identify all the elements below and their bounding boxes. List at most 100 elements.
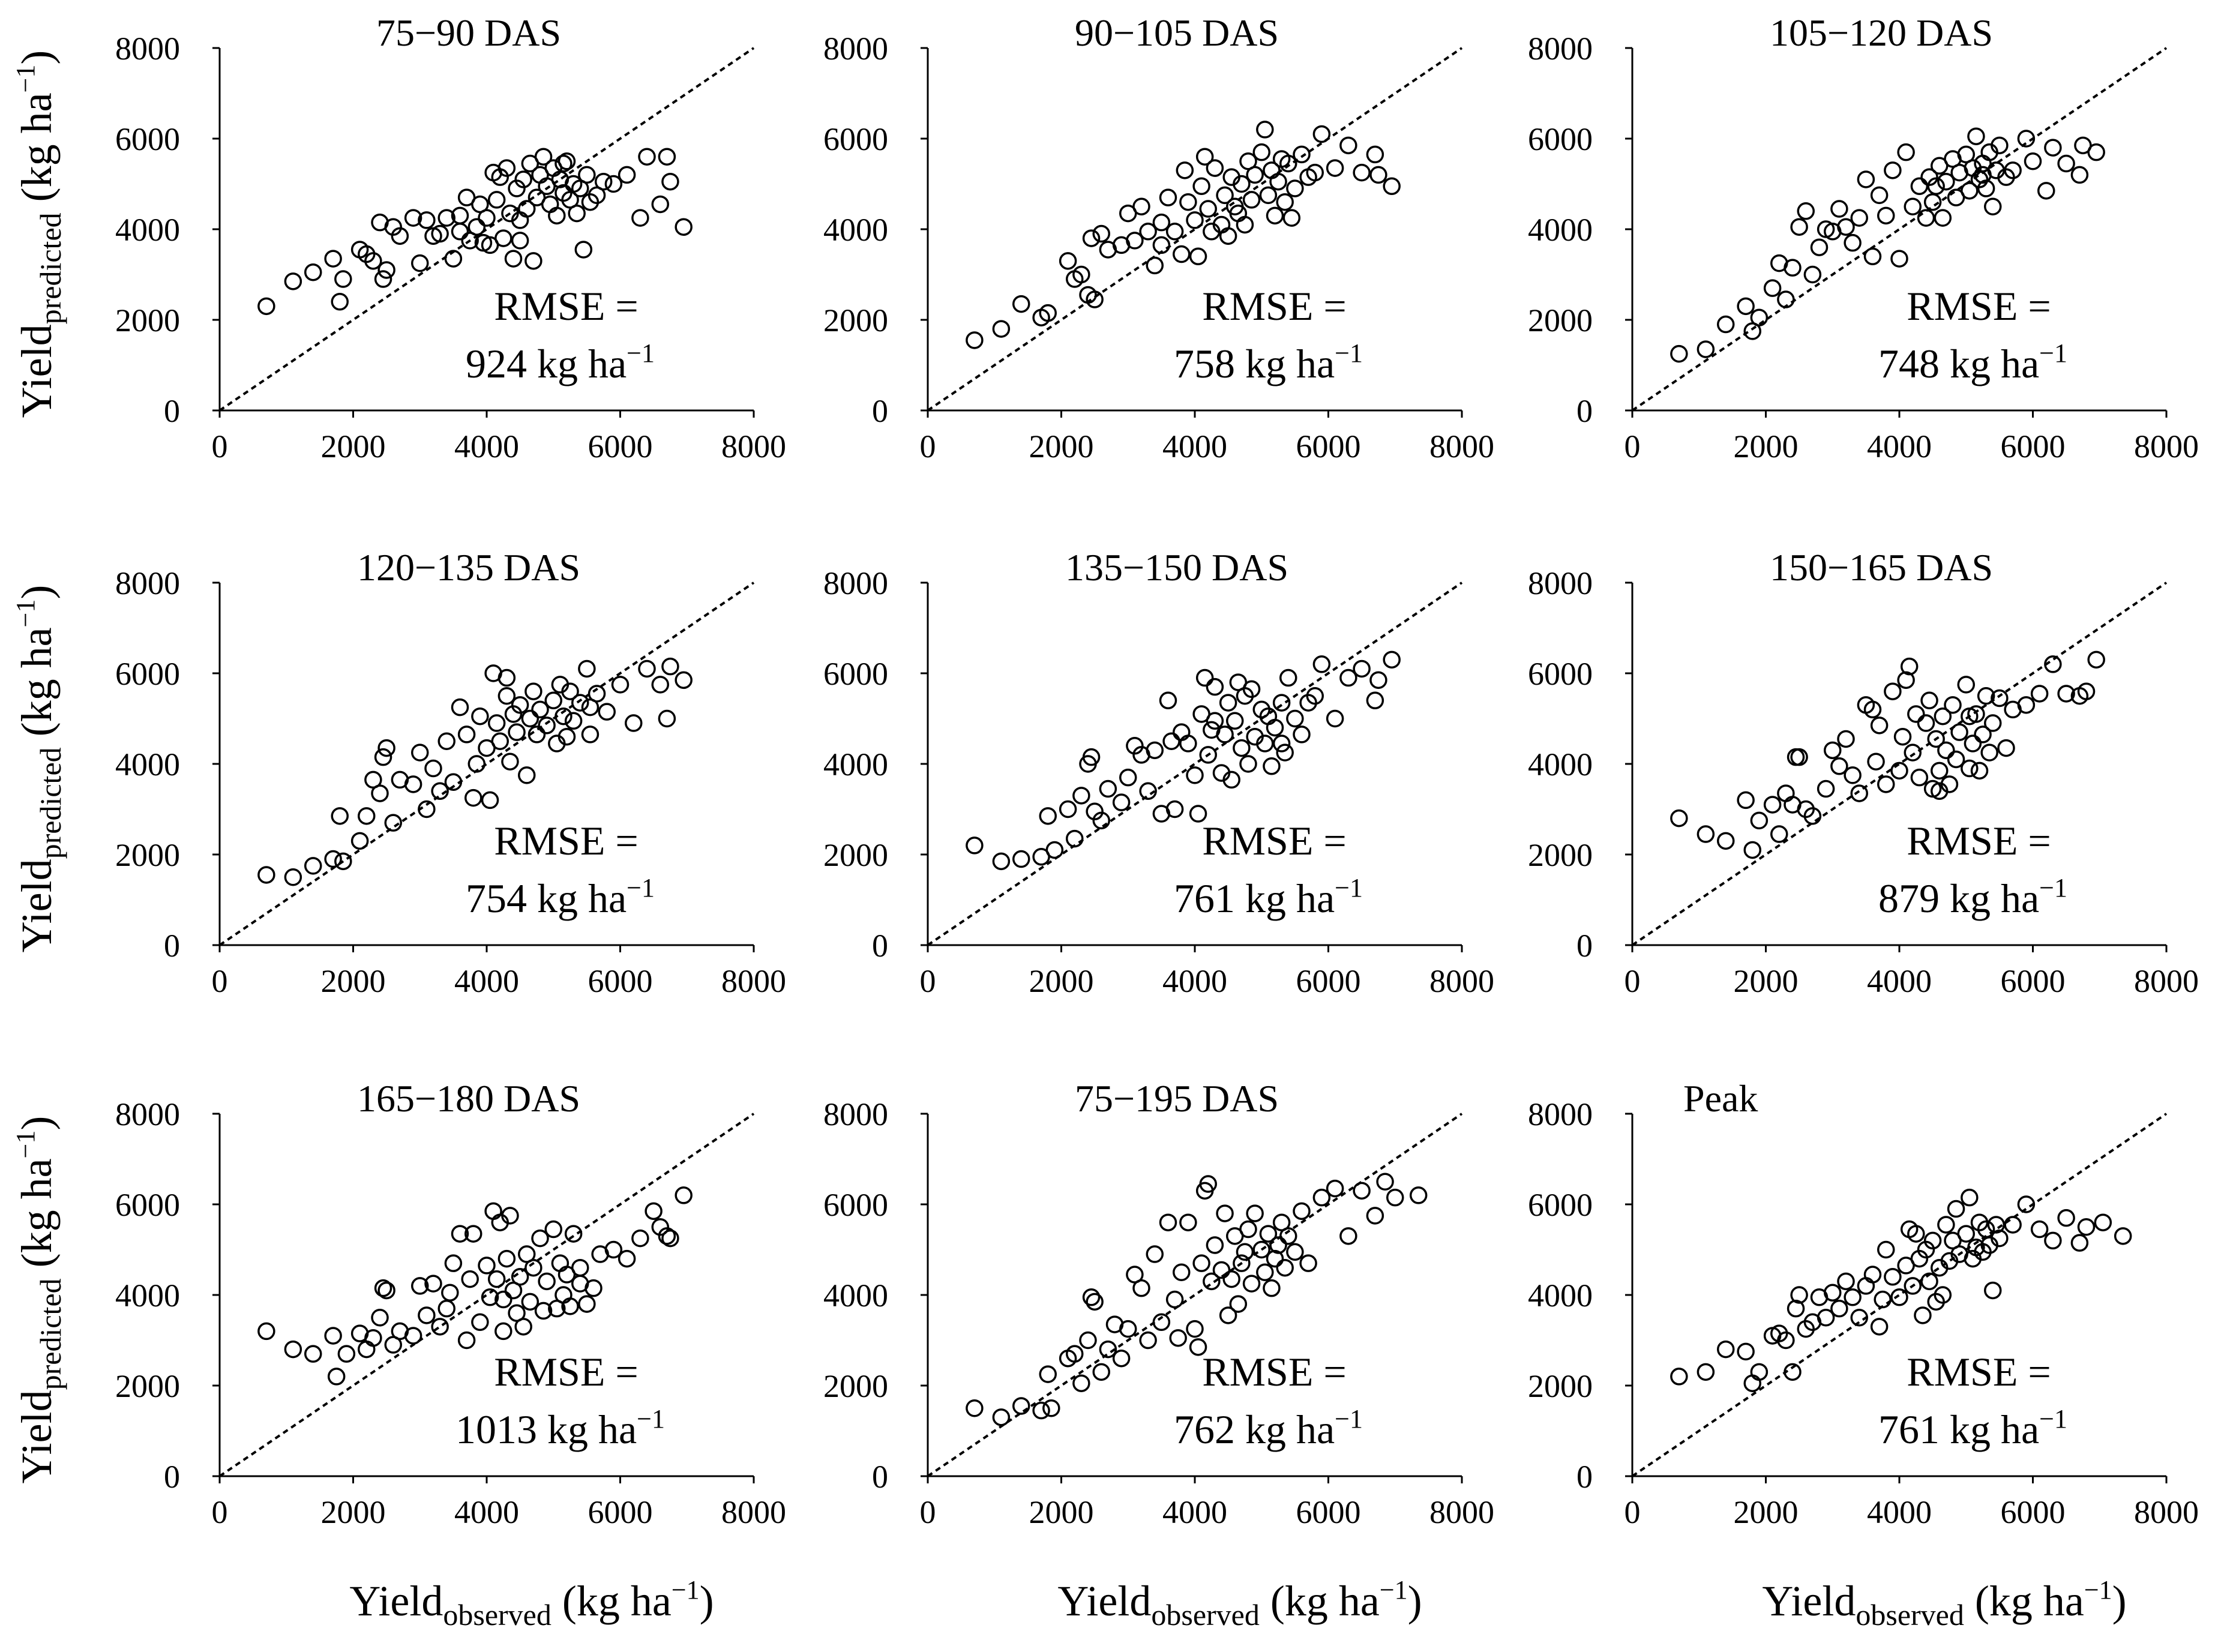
data-point [1206,677,1224,696]
data-point [371,784,389,802]
x-tick-label: 8000 [2134,963,2199,999]
rmse-label: RMSE = [1202,283,1347,329]
data-point [561,1297,579,1315]
data-point [2087,143,2105,161]
data-point [451,698,469,716]
data-point [1236,215,1254,234]
data-point [2004,1216,2022,1234]
data-point [1259,1225,1278,1243]
data-point [1824,1284,1842,1302]
data-point [1306,163,1324,182]
x-tick-label: 2000 [1734,428,1799,464]
data-point [1884,161,1902,179]
data-point [541,195,559,214]
rmse-value: 761 kg ha−1 [1878,1404,2067,1452]
data-point [1099,1340,1117,1359]
data-point [2057,1209,2075,1227]
rmse-label: RMSE = [1202,1349,1347,1395]
data-point [1790,218,1808,236]
data-point [1039,1365,1057,1383]
data-point [571,694,589,712]
data-point [497,159,516,177]
data-point [1824,741,1842,760]
data-point [558,152,576,170]
data-point [1797,202,1815,220]
data-point [1239,1220,1257,1239]
x-tick-label: 8000 [2134,1494,2199,1530]
y-tick-label: 4000 [115,746,180,782]
data-point [1286,1243,1304,1261]
data-point [1012,850,1030,868]
x-tick-label: 2000 [1029,963,1094,999]
data-point [304,263,322,281]
data-point [1810,238,1829,256]
rmse-label: RMSE = [494,818,639,864]
data-point [966,837,984,855]
data-point [1934,707,1952,725]
data-point [1970,761,1989,780]
data-point [1803,265,1822,284]
data-point [2017,1195,2036,1213]
y-tick-label: 8000 [1528,31,1593,67]
data-point [481,1288,499,1306]
one-to-one-line [218,47,755,412]
data-point [1256,1263,1274,1281]
data-point [1169,1329,1187,1347]
y-tick-label: 6000 [823,1187,888,1223]
data-point [2070,1234,2089,1252]
data-point [1743,1374,1761,1392]
data-point [658,148,676,166]
data-point [564,712,583,730]
data-point [1179,734,1197,752]
data-point [1877,206,1895,225]
data-point [1242,191,1261,209]
y-tick-label: 2000 [115,1368,180,1404]
data-point [1219,227,1237,245]
data-point [1186,1320,1204,1338]
y-tick-label: 0 [1576,928,1593,964]
y-tick-label: 4000 [1528,1278,1593,1314]
panel-title: 75−195 DAS [1075,1077,1279,1120]
data-point [457,1331,476,1350]
data-point [1233,739,1251,757]
x-tick-label: 0 [920,1494,936,1530]
data-point [1266,1249,1284,1268]
data-point [1830,200,1848,218]
data-point [1339,668,1357,687]
data-point [1383,650,1401,669]
one-to-one-line [927,47,1463,412]
data-point [1186,766,1204,784]
y-tick-label: 2000 [1528,837,1593,873]
y-tick-label: 0 [872,928,888,964]
data-point [324,1327,342,1345]
data-point [487,191,506,209]
data-point [574,241,593,259]
data-point [2087,650,2105,669]
data-point [1980,743,1998,761]
data-point [371,1309,389,1327]
data-point [1353,659,1371,678]
data-point [1082,748,1101,766]
x-tick-label: 4000 [454,428,519,464]
x-axis-title: Yieldobserved (kg ha−1) [1057,1575,1422,1632]
y-tick-label: 6000 [115,656,180,692]
data-point [1259,186,1278,205]
data-point [1219,1306,1237,1324]
data-point [1276,1258,1294,1277]
data-point [1306,687,1324,705]
data-point [467,218,486,236]
data-point [1086,1293,1104,1311]
data-point [1900,657,1919,676]
data-point [1252,1240,1270,1259]
y-tick-label: 4000 [1528,212,1593,248]
data-point [2077,1218,2096,1236]
data-point [1082,1288,1101,1306]
data-point [1199,200,1217,218]
x-tick-label: 0 [1624,963,1641,999]
panel-title: 75−90 DAS [376,11,561,54]
data-point [1159,691,1177,710]
x-tick-label: 2000 [1029,428,1094,464]
data-point [2057,685,2075,703]
rmse-label: RMSE = [494,283,639,329]
y-axis-title: Yieldpredicted (kg ha−1) [11,585,67,953]
